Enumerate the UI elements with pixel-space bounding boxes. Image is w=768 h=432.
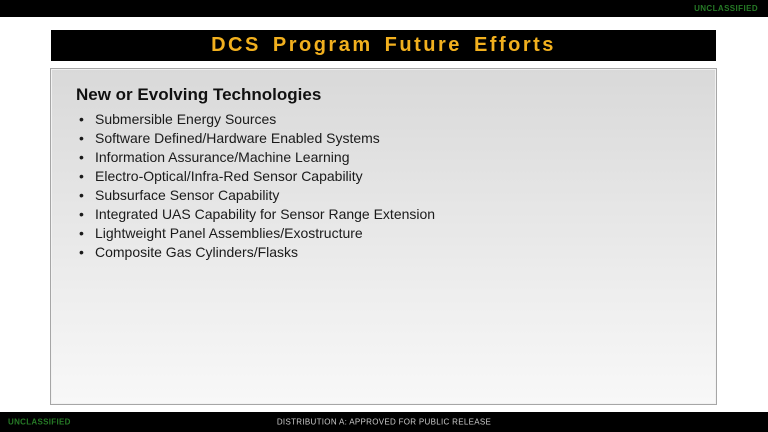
bullet-item: Composite Gas Cylinders/Flasks	[79, 243, 435, 262]
slide-title: DCS Program Future Efforts	[211, 34, 556, 56]
top-classification-bar: UNCLASSIFIED	[0, 0, 768, 17]
title-banner: DCS Program Future Efforts	[51, 30, 716, 61]
bullet-item: Integrated UAS Capability for Sensor Ran…	[79, 205, 435, 224]
bullet-item: Information Assurance/Machine Learning	[79, 148, 435, 167]
bullet-item: Submersible Energy Sources	[79, 110, 435, 129]
bottom-classification-bar: UNCLASSIFIED DISTRIBUTION A: APPROVED FO…	[0, 412, 768, 432]
top-classification-label: UNCLASSIFIED	[694, 4, 758, 13]
bottom-classification-label: UNCLASSIFIED	[8, 417, 71, 427]
bullet-item: Software Defined/Hardware Enabled System…	[79, 129, 435, 148]
content-heading: New or Evolving Technologies	[76, 85, 322, 104]
bullet-item: Electro-Optical/Infra-Red Sensor Capabil…	[79, 167, 435, 186]
content-panel: New or Evolving Technologies Submersible…	[50, 68, 717, 405]
bullet-list: Submersible Energy SourcesSoftware Defin…	[79, 110, 435, 262]
bullet-item: Subsurface Sensor Capability	[79, 186, 435, 205]
distribution-statement: DISTRIBUTION A: APPROVED FOR PUBLIC RELE…	[276, 417, 492, 427]
bullet-item: Lightweight Panel Assemblies/Exostructur…	[79, 224, 435, 243]
